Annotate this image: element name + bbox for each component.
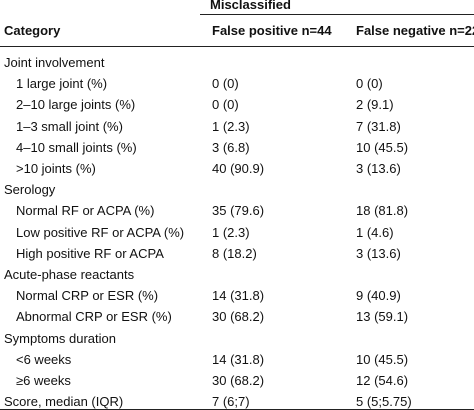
section-label: Joint involvement (4, 55, 105, 70)
false-positive-value: 35 (79.6) (212, 203, 265, 219)
column-header-false-positive: False positive n=44 (212, 23, 332, 38)
row-label: Abnormal CRP or ESR (%) (16, 309, 172, 325)
false-negative-value: 1 (4.6) (356, 224, 394, 240)
false-positive-value: 0 (0) (212, 76, 239, 92)
false-negative-value: 7 (31.8) (356, 118, 401, 134)
false-negative-value: 12 (54.6) (356, 373, 409, 388)
false-negative-value: 3 (13.6) (356, 245, 401, 261)
false-positive-value: 30 (68.2) (212, 309, 265, 325)
false-positive-value: 14 (31.8) (212, 351, 265, 367)
false-negative-value: 0 (0) (356, 76, 383, 92)
false-positive-value: 1 (2.3) (212, 118, 250, 134)
group-underline (200, 14, 474, 15)
row-label: Normal RF or ACPA (%) (16, 203, 155, 219)
false-positive-value: 3 (6.8) (212, 139, 250, 155)
false-negative-value: 13 (59.1) (356, 309, 409, 325)
false-positive-value: 1 (2.3) (212, 224, 250, 240)
section-label: Serology (4, 182, 56, 198)
section-label: Score, median (IQR) (4, 394, 124, 410)
row-label: 1–3 small joint (%) (16, 118, 123, 134)
false-negative-value: 10 (45.5) (356, 351, 409, 367)
false-positive-value: 8 (18.2) (212, 245, 257, 261)
false-negative-value: 3 (13.6) (356, 161, 401, 176)
section-label: Acute-phase reactants (4, 267, 135, 282)
false-positive-value: 7 (6;7) (212, 394, 250, 410)
row-label: <6 weeks (16, 351, 72, 367)
false-positive-value: 40 (90.9) (212, 161, 265, 176)
row-label: High positive RF or ACPA (16, 245, 164, 261)
row-label: 4–10 small joints (%) (16, 139, 137, 155)
header-rule (0, 46, 474, 47)
false-negative-value: 18 (81.8) (356, 203, 409, 219)
column-header-false-negative: False negative n=22 (356, 23, 474, 38)
column-header-category: Category (4, 23, 61, 38)
section-label: Symptoms duration (4, 330, 116, 346)
row-label: >10 joints (%) (16, 161, 96, 176)
false-negative-value: 10 (45.5) (356, 139, 409, 155)
row-label: 1 large joint (%) (16, 76, 108, 92)
false-negative-value: 5 (5;5.75) (356, 394, 412, 410)
row-label: Low positive RF or ACPA (%) (16, 224, 185, 240)
false-positive-value: 14 (31.8) (212, 288, 265, 304)
false-positive-value: 0 (0) (212, 97, 239, 113)
false-negative-value: 9 (40.9) (356, 288, 401, 304)
row-label: 2–10 large joints (%) (16, 97, 136, 113)
group-header: Misclassified (210, 0, 291, 12)
false-positive-value: 30 (68.2) (212, 373, 265, 388)
row-label: Normal CRP or ESR (%) (16, 288, 159, 304)
row-label: ≥6 weeks (16, 373, 71, 388)
false-negative-value: 2 (9.1) (356, 97, 394, 113)
